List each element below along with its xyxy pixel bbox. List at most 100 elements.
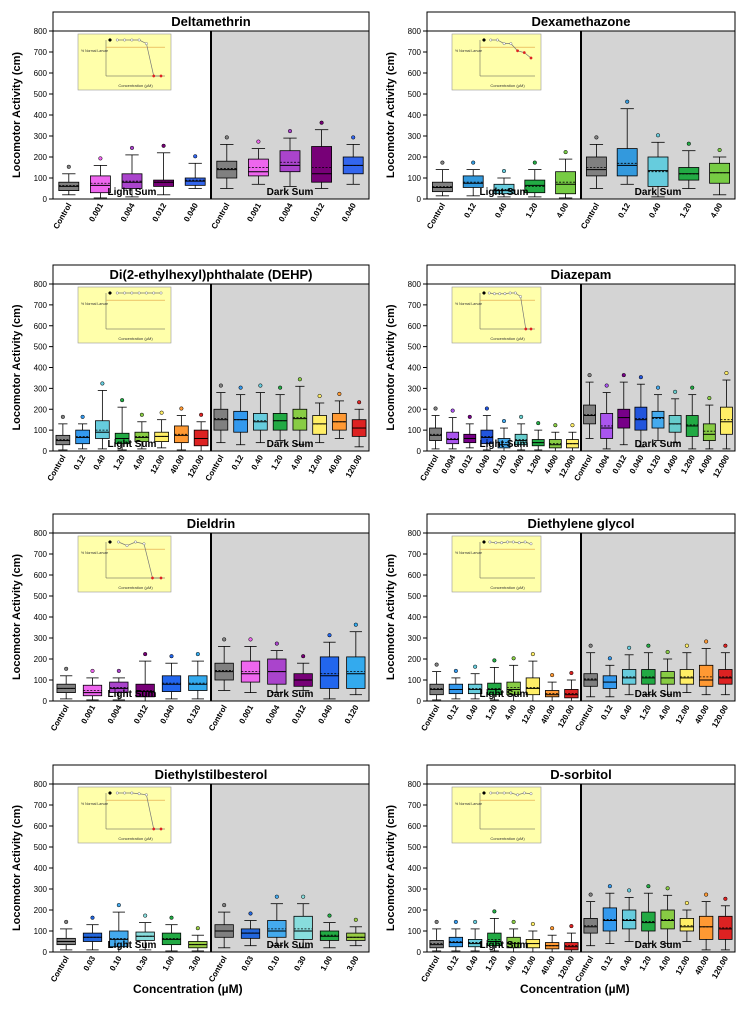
inset-point bbox=[495, 791, 499, 795]
x-tick-label: Control bbox=[49, 704, 71, 733]
inset-point bbox=[508, 291, 512, 295]
outlier-point bbox=[143, 652, 148, 657]
dark-box bbox=[247, 158, 269, 177]
outlier-point bbox=[686, 141, 691, 146]
x-tick-label: Control bbox=[49, 955, 71, 984]
x-tick-label: 0.30 bbox=[292, 954, 308, 972]
x-tick-label: 4.00 bbox=[131, 453, 147, 471]
outlier-point bbox=[501, 168, 507, 174]
inset-point bbox=[509, 791, 513, 795]
y-tick-label: 300 bbox=[34, 885, 48, 894]
outlier-point bbox=[434, 919, 439, 924]
outlier-point bbox=[116, 903, 121, 908]
light-box bbox=[497, 438, 511, 449]
y-tick-label: 200 bbox=[408, 655, 422, 664]
outlier-point bbox=[646, 643, 651, 648]
x-tick-label: 1.20 bbox=[638, 954, 654, 972]
x-tick-label: 0.004 bbox=[106, 703, 124, 725]
outlier-point bbox=[116, 668, 121, 673]
outlier-point bbox=[530, 921, 535, 927]
inset-point bbox=[144, 42, 148, 46]
x-tick-label: 12.00 bbox=[307, 453, 325, 475]
inset-point bbox=[142, 542, 146, 546]
inset-point bbox=[152, 827, 156, 831]
x-tick-label: 0.40 bbox=[493, 201, 509, 219]
inset-point bbox=[506, 540, 509, 544]
dark-box bbox=[293, 915, 313, 940]
y-tick-label: 200 bbox=[34, 405, 48, 414]
dark-box bbox=[720, 406, 733, 435]
inset-point bbox=[482, 291, 486, 295]
inset-point bbox=[529, 792, 533, 796]
inset-point bbox=[125, 544, 129, 548]
light-box bbox=[55, 434, 71, 446]
outlier-point bbox=[607, 656, 612, 661]
outlier-point bbox=[353, 622, 358, 627]
inset-point bbox=[482, 38, 486, 42]
outlier-point bbox=[588, 643, 593, 648]
inset-point bbox=[108, 291, 112, 295]
x-tick-label: 1.20 bbox=[111, 453, 127, 471]
y-axis-label: Locomotor Activity (cm) bbox=[385, 304, 397, 430]
inset-x-label: Concentration (µM) bbox=[490, 336, 525, 341]
x-tick-label: Control bbox=[419, 704, 441, 733]
x-tick-label: 4.00 bbox=[555, 201, 571, 219]
x-tick-label: 0.03 bbox=[240, 954, 256, 972]
dark-sum-label: Dark Sum bbox=[635, 187, 682, 198]
x-tick-label: 1.20 bbox=[638, 703, 654, 721]
x-tick-label: 0.12 bbox=[445, 954, 461, 972]
inset-x-label: Concentration (µM) bbox=[118, 836, 153, 841]
outlier-point bbox=[450, 408, 455, 413]
y-tick-label: 500 bbox=[34, 592, 48, 601]
outlier-point bbox=[440, 160, 445, 165]
outlier-point bbox=[453, 668, 458, 673]
inset-point bbox=[134, 540, 137, 544]
inset-point bbox=[130, 291, 134, 295]
inset-point bbox=[517, 541, 521, 545]
x-tick-label: 0.40 bbox=[647, 201, 663, 219]
y-tick-label: 100 bbox=[408, 426, 422, 435]
chart-title: Di(2-ethylhexyl)phthalate (DEHP) bbox=[110, 267, 313, 282]
x-tick-label: 0.10 bbox=[108, 954, 124, 972]
chart-panel: Diethylstilbesterol 0 100 200 300 400 500 600 70… bbox=[11, 764, 370, 984]
y-tick-label: 400 bbox=[34, 364, 48, 373]
y-tick-label: 200 bbox=[408, 906, 422, 915]
x-tick-label: 0.040 bbox=[182, 201, 200, 223]
x-tick-label: 12.00 bbox=[520, 954, 538, 976]
chart-panel: Dexamethazone 0 100 200 300 400 500 600 700 800 Lo… bbox=[385, 11, 736, 231]
inset-point bbox=[115, 291, 119, 295]
x-tick-label: 120.00 bbox=[186, 453, 206, 479]
inset-point bbox=[152, 74, 156, 78]
light-box bbox=[487, 682, 502, 696]
dark-box bbox=[319, 930, 340, 941]
x-tick-label: Control bbox=[52, 202, 74, 231]
x-tick-label: 120.00 bbox=[556, 703, 576, 729]
y-tick-label: 0 bbox=[43, 195, 48, 204]
x-tick-label: 12.00 bbox=[674, 954, 692, 976]
dark-box bbox=[679, 918, 695, 932]
x-tick-label: Control bbox=[418, 454, 440, 483]
y-tick-label: 600 bbox=[34, 69, 48, 78]
light-box bbox=[184, 177, 206, 186]
x-tick-label: 0.004 bbox=[594, 453, 612, 475]
x-tick-label: 0.12 bbox=[462, 201, 478, 219]
inset-point bbox=[529, 56, 533, 60]
x-tick-label: 0.12 bbox=[616, 201, 632, 219]
outlier-point bbox=[222, 637, 227, 642]
inset-point bbox=[503, 292, 507, 296]
inset-point bbox=[130, 38, 134, 42]
light-box bbox=[153, 179, 175, 187]
x-tick-label: 0.400 bbox=[508, 453, 526, 475]
x-tick-label: 3.00 bbox=[345, 954, 361, 972]
outlier-point bbox=[673, 389, 678, 394]
y-tick-label: 600 bbox=[34, 822, 48, 831]
outlier-point bbox=[684, 900, 689, 906]
outlier-point bbox=[274, 894, 279, 899]
x-tick-label: 0.12 bbox=[230, 453, 246, 471]
inset-point bbox=[495, 38, 499, 42]
inset-point bbox=[487, 291, 491, 295]
x-tick-label: 0.001 bbox=[245, 201, 263, 223]
x-tick-label: 1.20 bbox=[524, 201, 540, 219]
x-tick-label: Control bbox=[207, 704, 229, 733]
chart-panel: D-sorbitol 0 100 200 300 400 500 600 700 800 Locom… bbox=[385, 764, 736, 984]
